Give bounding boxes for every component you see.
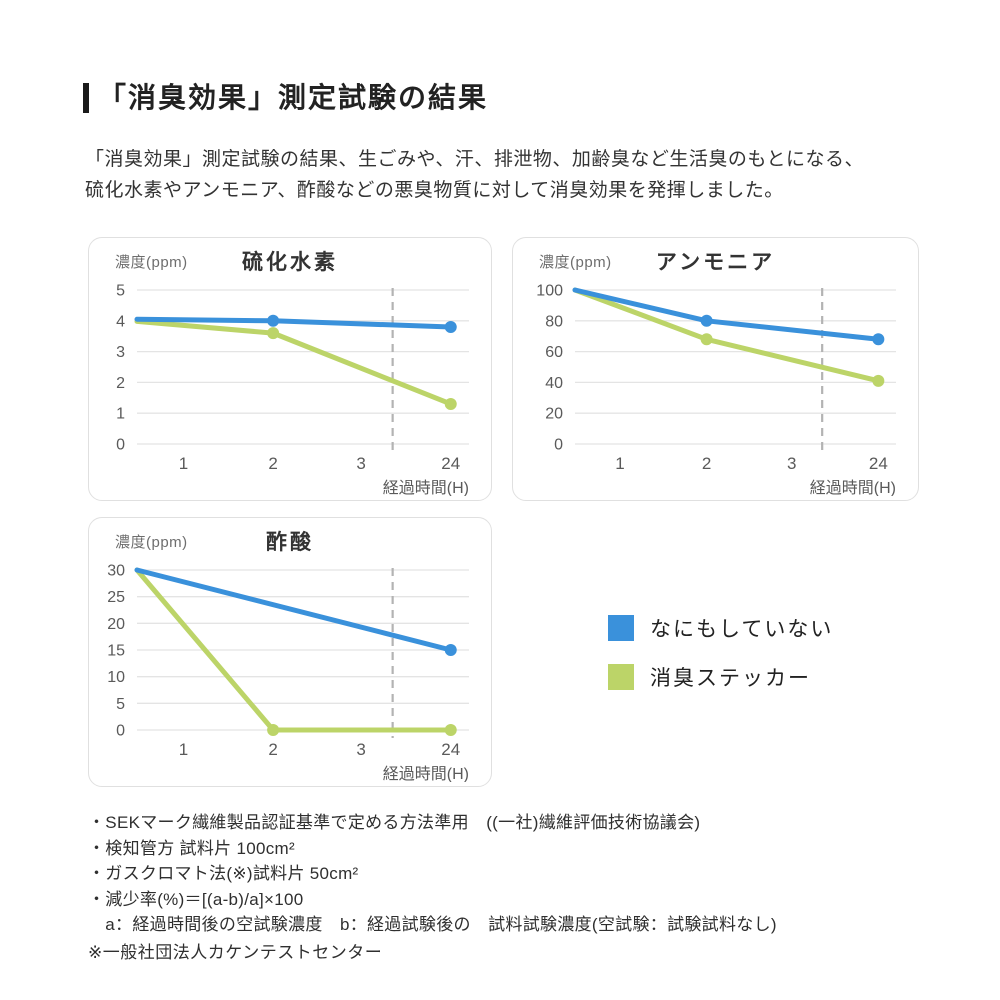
x-tick-label: 2: [268, 740, 277, 759]
data-point: [444, 397, 457, 410]
series-line: [572, 287, 881, 342]
y-tick-label: 60: [545, 344, 563, 361]
x-tick-label: 1: [179, 740, 188, 759]
y-tick-label: 20: [107, 616, 125, 633]
title-accent-bar: [83, 83, 89, 113]
intro-paragraph: 「消臭効果」測定試験の結果、生ごみや、汗、排泄物、加齢臭など生活臭のもとになる、…: [85, 144, 864, 206]
x-tick-label: 3: [356, 454, 365, 473]
data-point: [872, 374, 885, 387]
legend-label: 消臭ステッカー: [650, 667, 811, 690]
data-point: [267, 327, 280, 340]
y-tick-label: 15: [107, 643, 125, 660]
legend-swatch-blue: [608, 615, 634, 641]
y-tick-label: 30: [107, 563, 125, 580]
x-tick-label: 1: [615, 454, 624, 473]
footnote-line: ・ガスクロマト法(※)試料片 50cm²: [88, 864, 359, 883]
x-tick-label: 3: [356, 740, 365, 759]
y-tick-label: 0: [116, 723, 125, 740]
line-chart-acetic-acid: 30 25 20 15 10 5 0 1 2 3 24 経過時間(H): [107, 563, 469, 782]
intro-line-2: 硫化水素やアンモニア、酢酸などの悪臭物質に対して消臭効果を発揮しました。: [85, 180, 784, 201]
y-tick-label: 0: [554, 437, 563, 454]
x-tick-label: 3: [787, 454, 796, 473]
x-axis-label: 経過時間(H): [810, 479, 896, 496]
y-tick-label: 100: [536, 283, 563, 300]
page-title: 「消臭効果」測定試験の結果: [98, 82, 489, 113]
chart-title: アンモニア: [655, 251, 776, 274]
chart-panel-acetic-acid: 濃度(ppm) 酢酸 30 25 20 15 10 5 0 1 2 3 24 経過時間(H): [88, 517, 492, 787]
source-note: ※一般社団法人カケンテストセンター: [88, 943, 383, 962]
footnote-line: ・SEKマーク繊維製品認証基準で定める方法準用 ((一社)繊維評価技術協議会): [88, 813, 701, 832]
chart-panel-hydrogen-sulfide: 濃度(ppm) 硫化水素 5 4 3 2 1 0 1 2 3 24 経過時間(H): [88, 237, 492, 501]
footnote-line: ・減少率(%)＝[(a-b)/a]×100: [88, 889, 304, 909]
y-axis-label: 濃度(ppm): [115, 254, 188, 271]
footnote-line: a：経過時間後の空試験濃度 b：経過試験後の 試料試験濃度(空試験：試験試料なし…: [88, 915, 777, 934]
legend-item-untreated: なにもしていない: [608, 613, 833, 643]
legend-label: なにもしていない: [650, 618, 834, 641]
y-tick-label: 0: [116, 437, 125, 454]
line-chart-ammonia: 100 80 60 40 20 0 1 2 3 24 経過時間(H): [536, 283, 896, 496]
x-axis-label: 経過時間(H): [383, 765, 469, 782]
y-tick-label: 25: [107, 589, 125, 606]
line-chart-hydrogen-sulfide: 5 4 3 2 1 0 1 2 3 24 経過時間(H): [116, 283, 469, 496]
x-tick-label: 2: [268, 454, 277, 473]
footnote-line: ・検知管方 試料片 100cm²: [88, 838, 295, 858]
y-tick-label: 10: [107, 669, 125, 686]
y-tick-label: 4: [116, 313, 125, 330]
data-point: [700, 333, 713, 346]
data-point: [267, 314, 280, 327]
y-tick-label: 1: [116, 406, 125, 423]
series-line: [134, 567, 454, 653]
data-point: [444, 320, 457, 333]
x-axis-label: 経過時間(H): [383, 479, 469, 496]
x-tick-label: 24: [441, 740, 460, 759]
y-axis-label: 濃度(ppm): [115, 534, 188, 551]
y-tick-label: 2: [116, 375, 125, 392]
legend-swatch-green: [608, 664, 634, 690]
x-tick-label: 24: [869, 454, 888, 473]
chart-title: 硫化水素: [242, 251, 338, 274]
legend-item-deodorant-sticker: 消臭ステッカー: [608, 662, 833, 692]
intro-line-1: 「消臭効果」測定試験の結果、生ごみや、汗、排泄物、加齢臭など生活臭のもとになる、: [85, 149, 865, 170]
data-point: [700, 314, 713, 327]
y-axis-label: 濃度(ppm): [539, 254, 612, 271]
y-tick-label: 5: [116, 283, 125, 300]
y-tick-label: 20: [545, 406, 563, 423]
y-tick-label: 40: [545, 375, 563, 392]
data-point: [444, 644, 457, 656]
data-point: [444, 724, 457, 736]
x-tick-label: 24: [441, 454, 460, 473]
data-point: [872, 333, 885, 346]
footnotes: ・SEKマーク繊維製品認証基準で定める方法準用 ((一社)繊維評価技術協議会) …: [88, 810, 777, 938]
y-tick-label: 5: [116, 696, 125, 713]
chart-legend: なにもしていない 消臭ステッカー: [608, 613, 833, 711]
data-point: [267, 724, 280, 736]
chart-title: 酢酸: [266, 531, 314, 554]
chart-panel-ammonia: 濃度(ppm) アンモニア 100 80 60 40 20 0 1 2 3 24 経過時間(H): [512, 237, 919, 501]
y-tick-label: 80: [545, 313, 563, 330]
y-tick-label: 3: [116, 344, 125, 361]
page-title-block: 「消臭効果」測定試験の結果: [83, 82, 488, 114]
series-line: [134, 318, 454, 407]
x-tick-label: 1: [179, 454, 188, 473]
x-tick-label: 2: [702, 454, 711, 473]
